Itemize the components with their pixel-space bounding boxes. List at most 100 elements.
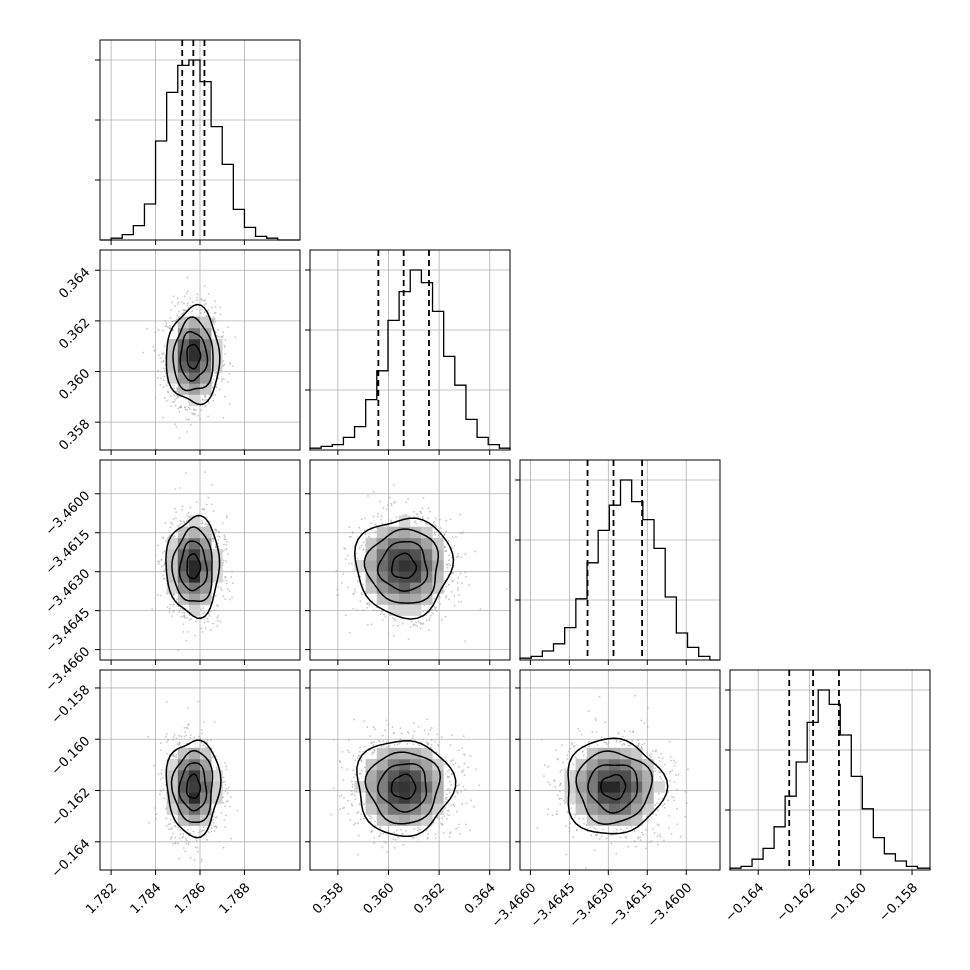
density-cell [432, 582, 444, 594]
sample-point [156, 593, 159, 596]
sample-point [225, 543, 228, 546]
sample-point [161, 329, 164, 332]
sample-point [676, 788, 678, 791]
density-cell [608, 792, 621, 804]
sample-point [225, 582, 228, 585]
sample-point [227, 553, 230, 555]
sample-point [222, 360, 225, 362]
sample-point [439, 518, 441, 521]
density-cell [642, 792, 654, 804]
sample-point [574, 756, 577, 759]
sample-point [676, 823, 679, 826]
sample-point [572, 836, 575, 838]
density-cell [376, 758, 389, 771]
sample-point [627, 845, 630, 848]
sample-point [636, 745, 639, 748]
sample-point [426, 837, 429, 840]
sample-point [386, 738, 389, 741]
sample-point [596, 744, 599, 746]
sample-point [374, 530, 377, 533]
sample-point [351, 783, 354, 786]
density-cell [398, 814, 411, 826]
sample-point [440, 619, 443, 621]
sample-point [179, 833, 182, 835]
sample-point [354, 773, 357, 776]
sample-point [673, 781, 676, 783]
sample-point [419, 510, 422, 513]
sample-point [234, 336, 237, 339]
sample-point [457, 589, 459, 592]
sample-point [434, 833, 437, 835]
sample-point [663, 763, 666, 766]
sample-point [182, 611, 184, 614]
sample-point [374, 820, 376, 823]
sample-point [195, 501, 198, 503]
sample-point [675, 774, 677, 776]
sample-point [461, 803, 464, 806]
sample-point [155, 817, 158, 820]
sample-point [350, 562, 353, 565]
sample-point [639, 836, 641, 839]
sample-point [177, 301, 180, 304]
sample-point [637, 837, 640, 840]
sample-point [449, 836, 451, 838]
sample-point [594, 828, 597, 830]
sample-point [555, 749, 557, 752]
sample-point [619, 836, 622, 839]
sample-point [612, 831, 615, 833]
density-cell [188, 537, 201, 550]
sample-point [632, 730, 635, 733]
density-cell [608, 814, 621, 826]
contour-level-3 [165, 739, 222, 839]
density-cell [410, 814, 422, 826]
sample-point [379, 613, 382, 616]
density-cell [398, 515, 411, 528]
sample-point [560, 782, 562, 785]
sample-point [229, 363, 231, 365]
density-cell [642, 758, 654, 771]
contour-level-0 [391, 552, 418, 580]
sample-point [572, 813, 575, 815]
y-tick-label-param1: 0.360 [56, 366, 93, 403]
contour-level-1 [376, 540, 429, 592]
sample-point [415, 513, 418, 516]
sample-point [226, 516, 228, 519]
density-cell [188, 372, 201, 384]
sample-point [605, 741, 607, 744]
sample-point [177, 524, 179, 527]
sample-point [368, 603, 371, 606]
x-tick-label-param0: 1.784 [128, 880, 165, 917]
sample-point [456, 810, 458, 813]
sample-point [392, 732, 395, 734]
density-cell [410, 770, 422, 782]
sample-point [381, 846, 384, 849]
density-cell [177, 526, 190, 539]
sample-point [565, 825, 567, 827]
sample-point [210, 610, 212, 612]
sample-point [354, 822, 357, 824]
sample-point [373, 841, 376, 844]
sample-point [154, 554, 157, 557]
sample-point [444, 550, 446, 553]
sample-point [454, 762, 457, 765]
sample-point [347, 554, 349, 557]
sample-point [179, 837, 181, 840]
sample-point [663, 807, 666, 809]
panel-frame [729, 669, 931, 871]
sample-point [360, 518, 363, 521]
sample-point [631, 740, 634, 742]
sample-point [456, 826, 459, 829]
sample-point [382, 740, 385, 742]
sample-point [166, 701, 168, 703]
sample-point [456, 792, 459, 794]
sample-point [201, 732, 204, 735]
sample-point [396, 743, 399, 746]
sample-point [168, 535, 171, 538]
density-cell [200, 526, 212, 539]
sample-point [464, 640, 467, 642]
sample-point [216, 625, 219, 628]
density-cell [376, 747, 389, 760]
sample-point [390, 504, 393, 507]
sample-point [169, 324, 171, 327]
density-cell [376, 814, 389, 826]
